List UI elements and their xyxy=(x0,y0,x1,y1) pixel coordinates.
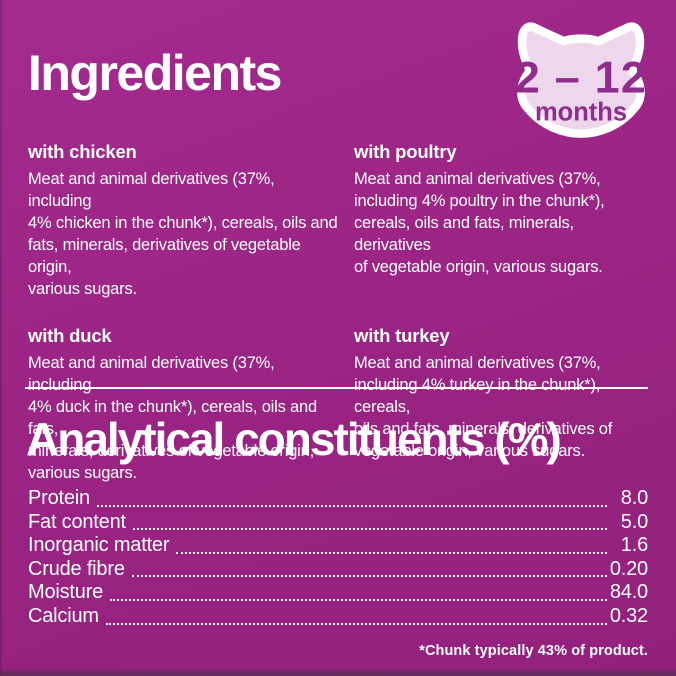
analytical-heading: Analytical constituents (%) xyxy=(26,413,562,465)
table-row-calcium: Calcium 0.32 xyxy=(28,605,648,629)
cat-head-shape xyxy=(517,22,645,138)
row-value: 84.0 xyxy=(609,581,648,604)
table-row-inorganic-matter: Inorganic matter 1.6 xyxy=(28,534,648,558)
dot-leader xyxy=(131,575,607,578)
chunk-footnote: *Chunk typically 43% of product. xyxy=(419,643,648,659)
row-label: Inorganic matter xyxy=(28,534,170,557)
analytical-table: Protein 8.0 Fat content 5.0 Inorganic ma… xyxy=(28,487,648,629)
row-value: 8.0 xyxy=(620,487,648,509)
ingredients-heading: Ingredients xyxy=(28,45,282,101)
table-row-moisture: Moisture 84.0 xyxy=(28,581,648,605)
row-label: Crude fibre xyxy=(28,557,125,580)
table-row-fat-content: Fat content 5.0 xyxy=(28,511,648,535)
ingredient-block-title: with duck xyxy=(28,325,112,346)
ingredient-block-body: Meat and animal derivatives (37%, includ… xyxy=(354,354,613,460)
ingredient-block-body: Meat and animal derivatives (37%, includ… xyxy=(28,170,338,298)
dot-leader xyxy=(96,504,607,507)
ingredient-block-poultry: with poultry Meat and animal derivatives… xyxy=(354,141,650,300)
cat-head-icon: 2 – 12 months xyxy=(515,22,647,138)
dot-leader xyxy=(110,598,607,601)
row-value: 0.20 xyxy=(609,557,648,580)
ingredient-blocks: with chicken Meat and animal derivatives… xyxy=(28,141,650,484)
package-left-edge xyxy=(0,0,3,676)
ingredient-block-turkey: with turkey Meat and animal derivatives … xyxy=(354,325,650,484)
package-bottom-edge xyxy=(0,668,676,676)
ingredient-block-title: with poultry xyxy=(354,141,457,162)
table-row-crude-fibre: Crude fibre 0.20 xyxy=(28,558,648,582)
ingredient-block-body: Meat and animal derivatives (37%, includ… xyxy=(28,354,317,482)
ingredient-block-chicken: with chicken Meat and animal derivatives… xyxy=(28,141,338,300)
ingredient-block-title: with chicken xyxy=(28,141,137,162)
row-label: Moisture xyxy=(28,581,104,604)
row-value: 1.6 xyxy=(620,534,648,557)
table-row-protein: Protein 8.0 xyxy=(28,487,648,511)
row-value: 5.0 xyxy=(620,510,648,533)
row-label: Calcium xyxy=(28,604,99,627)
badge-age-unit: months xyxy=(535,98,627,126)
dot-leader xyxy=(105,622,607,625)
dot-leader xyxy=(176,551,607,554)
row-label: Protein xyxy=(28,487,90,509)
badge-age-range: 2 – 12 xyxy=(515,51,647,102)
age-range-badge: 2 – 12 months xyxy=(496,16,666,142)
ingredient-block-body: Meat and animal derivatives (37%, includ… xyxy=(354,170,605,276)
row-value: 0.32 xyxy=(609,604,648,627)
ingredient-block-title: with turkey xyxy=(354,325,450,346)
section-divider xyxy=(25,387,648,389)
ingredient-block-duck: with duck Meat and animal derivatives (3… xyxy=(28,325,338,484)
dot-leader xyxy=(132,528,607,531)
row-label: Fat content xyxy=(28,510,126,533)
